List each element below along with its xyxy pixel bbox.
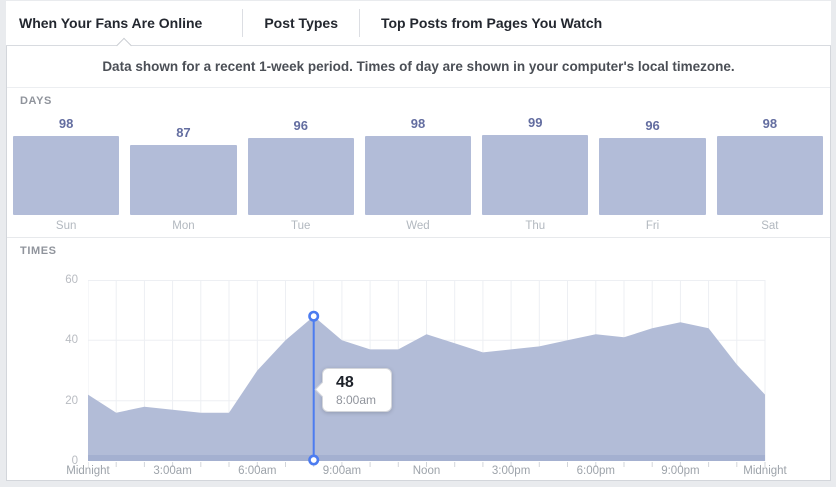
days-section-title: DAYS	[20, 95, 52, 107]
x-axis-tick-label: Midnight	[743, 465, 787, 477]
day-bar-group[interactable]: 98 Sun	[13, 111, 120, 233]
day-bar-label: Fri	[645, 220, 660, 232]
day-bar[interactable]	[716, 136, 823, 215]
tab-label: Top Posts from Pages You Watch	[380, 15, 603, 31]
y-axis-tick-label: 0	[71, 455, 78, 467]
tab-label: When Your Fans Are Online	[19, 15, 203, 31]
x-axis-tick-label: 3:00pm	[491, 465, 531, 477]
tab-divider	[242, 9, 244, 37]
day-bar[interactable]	[13, 136, 120, 215]
day-bar-label: Wed	[406, 220, 430, 232]
tab-post-types[interactable]: Post Types	[243, 1, 359, 45]
x-axis-tick-label: 9:00am	[322, 465, 362, 477]
day-bar[interactable]	[482, 135, 589, 215]
day-bar-value: 96	[293, 117, 308, 133]
day-bar-label: Sat	[761, 220, 779, 232]
times-section-title: TIMES	[20, 245, 57, 257]
day-bar[interactable]	[130, 144, 237, 215]
day-bar-value: 98	[410, 116, 426, 132]
tooltip-time: 8:00am	[336, 393, 377, 407]
x-axis-tick-label: 6:00pm	[576, 465, 615, 477]
tab-label: Post Types	[264, 15, 338, 31]
notice-text: Data shown for a recent 1-week period. T…	[102, 59, 735, 74]
x-axis-tick-label: 3:00am	[153, 465, 192, 477]
x-axis-tick-label: 9:00pm	[661, 465, 700, 477]
y-axis-tick-label: 40	[65, 334, 78, 346]
day-bar-group[interactable]: 99 Thu	[482, 111, 589, 233]
tab-bar: When Your Fans Are Online Post Types Top…	[6, 1, 831, 54]
chart-tooltip: 48 8:00am	[322, 368, 392, 412]
tab-when-your-fans-are-online[interactable]: When Your Fans Are Online	[6, 1, 242, 54]
day-bar[interactable]	[247, 137, 354, 215]
x-axis-tick-label: Noon	[412, 465, 441, 477]
notice-bar: Data shown for a recent 1-week period. T…	[7, 46, 830, 88]
days-bars: 98 Sun 87 Mon 96 Tue 98 Wed 99 Thu 96 Fri 98 Sat	[13, 111, 823, 233]
day-bar-label: Sun	[55, 220, 77, 232]
day-bar-group[interactable]: 87 Mon	[130, 111, 237, 233]
x-axis-tick-label: Midnight	[66, 465, 110, 477]
day-bar-group[interactable]: 98 Sat	[716, 111, 823, 233]
section-divider	[7, 237, 830, 238]
day-bar-label: Tue	[291, 220, 311, 232]
day-bar[interactable]	[599, 137, 706, 215]
y-axis-tick-label: 20	[65, 395, 78, 407]
day-bar-group[interactable]: 96 Fri	[599, 111, 706, 233]
day-bar-group[interactable]: 98 Wed	[364, 111, 472, 233]
times-area-chart[interactable]	[88, 280, 766, 468]
day-bar-label: Mon	[172, 220, 195, 232]
day-bar[interactable]	[364, 136, 472, 215]
day-bar-label: Thu	[525, 220, 546, 232]
y-axis-tick-label: 60	[65, 274, 78, 286]
day-bar-value: 98	[58, 116, 74, 132]
tab-divider	[358, 9, 360, 37]
tooltip-value: 48	[336, 374, 354, 391]
day-bar-value: 87	[176, 124, 191, 140]
day-bar-group[interactable]: 96 Tue	[247, 111, 354, 233]
x-axis-tick-label: 6:00am	[238, 465, 277, 477]
day-bar-value: 96	[645, 117, 660, 133]
day-bar-value: 99	[528, 115, 543, 131]
tab-top-posts-from-pages-you-watch[interactable]: Top Posts from Pages You Watch	[360, 1, 623, 45]
day-bar-value: 98	[762, 116, 778, 132]
